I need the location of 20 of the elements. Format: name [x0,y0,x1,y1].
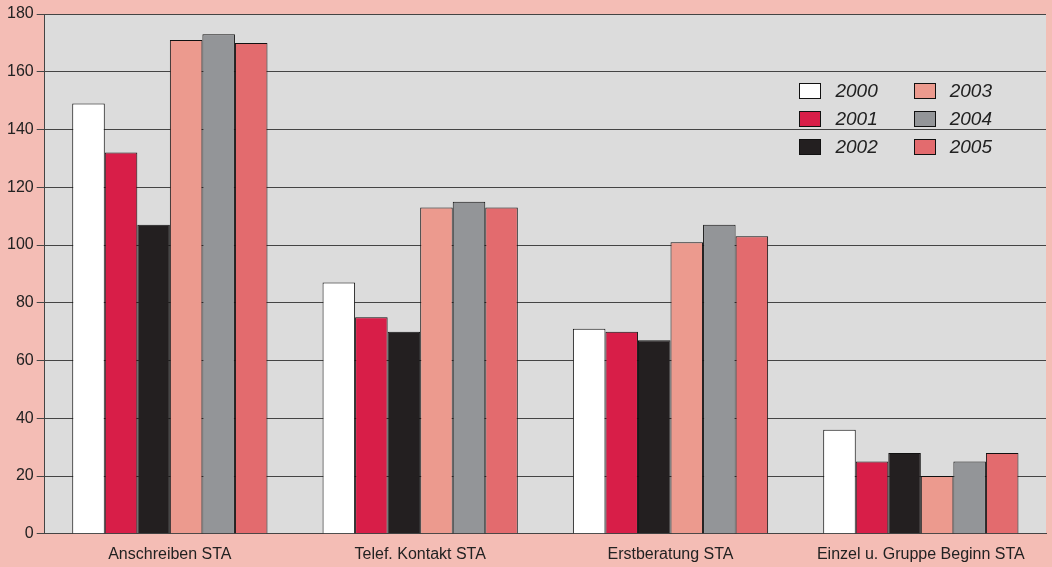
y-tick-label: 160 [6,62,34,80]
y-tick-label: 140 [6,119,34,137]
legend-label: 2001 [835,108,878,130]
y-tick-label: 100 [6,235,34,253]
y-tick-label: 0 [24,524,34,542]
legend-label: 2003 [949,80,992,102]
legend-label: 2005 [949,136,992,158]
x-tick-label: Telef. Kontakt STA [354,544,487,562]
x-tick-label: Anschreiben STA [108,544,232,562]
legend-label: 2000 [835,80,878,102]
y-tick-label: 20 [15,466,34,484]
y-tick-label: 80 [15,293,34,311]
y-tick-label: 180 [6,4,34,22]
x-tick-label: Einzel u. Gruppe Beginn STA [816,544,1026,562]
legend-label: 2004 [949,108,992,130]
x-tick-label: Erstberatung STA [607,544,734,562]
legend-label: 2002 [835,136,878,158]
y-tick-label: 60 [15,350,34,368]
y-tick-label: 120 [6,177,34,195]
y-tick-label: 40 [15,408,34,426]
